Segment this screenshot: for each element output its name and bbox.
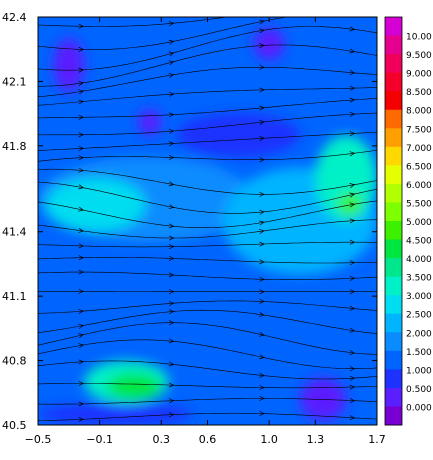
- y-tick-label: 40.8: [2, 355, 27, 368]
- colorbar-label: 3.500: [406, 274, 432, 284]
- contour-region-0.500: [38, 404, 192, 425]
- colorbar-swatch: [385, 184, 402, 203]
- colorbar-swatch: [385, 202, 402, 221]
- y-tick-label: 41.4: [2, 226, 27, 239]
- y-tick-label: 42.4: [2, 11, 27, 24]
- colorbar-swatch: [385, 277, 402, 296]
- colorbar-swatch: [385, 314, 402, 333]
- colorbar-label: 9.500: [406, 51, 432, 61]
- colorbar-swatch: [385, 258, 402, 277]
- colorbar-swatch: [385, 351, 402, 370]
- colorbar-swatch: [385, 240, 402, 259]
- colorbar: 10.00 9.500 9.000 8.500 8.000 7.500 7.000 6.500…: [385, 17, 432, 426]
- colorbar-label: 0.000: [406, 403, 432, 413]
- contour-region-0.000: [53, 38, 84, 92]
- colorbar-swatch: [385, 388, 402, 407]
- streamline-arrowhead: [350, 0, 355, 4]
- colorbar-label: 6.000: [406, 181, 432, 191]
- x-tick-label: 1.0: [260, 433, 278, 446]
- colorbar-label: 4.000: [406, 255, 432, 265]
- x-tick-label: 1.7: [368, 433, 386, 446]
- contour-region-0.000: [138, 109, 161, 135]
- contour-region-0.000: [254, 28, 285, 60]
- contour-region-2.500: [46, 178, 146, 232]
- y-tick-label: 41.8: [2, 140, 27, 153]
- contour-region-4.000: [107, 373, 161, 399]
- colorbar-label: 2.500: [406, 311, 432, 321]
- colorbar-swatch: [385, 54, 402, 73]
- colorbar-swatch: [385, 110, 402, 129]
- x-tick-label: 0.6: [199, 433, 217, 446]
- colorbar-label: 5.500: [406, 199, 432, 209]
- x-tick-label: −0.5: [25, 433, 52, 446]
- colorbar-swatch: [385, 221, 402, 240]
- y-tick-label: 41.1: [2, 290, 27, 303]
- colorbar-swatch: [385, 36, 402, 55]
- colorbar-label: 4.500: [406, 237, 432, 247]
- colorbar-swatch: [385, 91, 402, 110]
- colorbar-label: 7.500: [406, 125, 432, 135]
- colorbar-swatch: [385, 332, 402, 351]
- colorbar-swatch: [385, 406, 402, 425]
- streamline-arrowhead: [259, 10, 264, 14]
- colorbar-label: 1.000: [406, 366, 432, 376]
- y-tick-label: 40.5: [2, 419, 27, 432]
- y-tick-label: 42.1: [2, 75, 27, 88]
- colorbar-label: 3.000: [406, 292, 432, 302]
- colorbar-label: 2.000: [406, 329, 432, 339]
- colorbar-label: 10.00: [406, 33, 432, 43]
- colorbar-swatch: [385, 128, 402, 147]
- colorbar-swatch: [385, 369, 402, 388]
- colorbar-swatch: [385, 73, 402, 92]
- colorbar-label: 8.000: [406, 107, 432, 117]
- colorbar-label: 7.000: [406, 144, 432, 154]
- colorbar-swatch: [385, 147, 402, 166]
- x-tick-label: 1.3: [307, 433, 325, 446]
- contour-field: [38, 17, 377, 425]
- colorbar-swatch: [385, 295, 402, 314]
- streamline-arrowhead: [350, 10, 355, 14]
- colorbar-label: 9.000: [406, 70, 432, 80]
- x-tick-label: 0.3: [153, 433, 171, 446]
- colorbar-swatch: [385, 17, 402, 36]
- colorbar-swatch: [385, 165, 402, 184]
- colorbar-label: 6.500: [406, 162, 432, 172]
- colorbar-label: 1.500: [406, 348, 432, 358]
- colorbar-label: 0.500: [406, 385, 432, 395]
- colorbar-label: 8.500: [406, 88, 432, 98]
- x-tick-label: −0.1: [86, 433, 113, 446]
- colorbar-label: 5.000: [406, 218, 432, 228]
